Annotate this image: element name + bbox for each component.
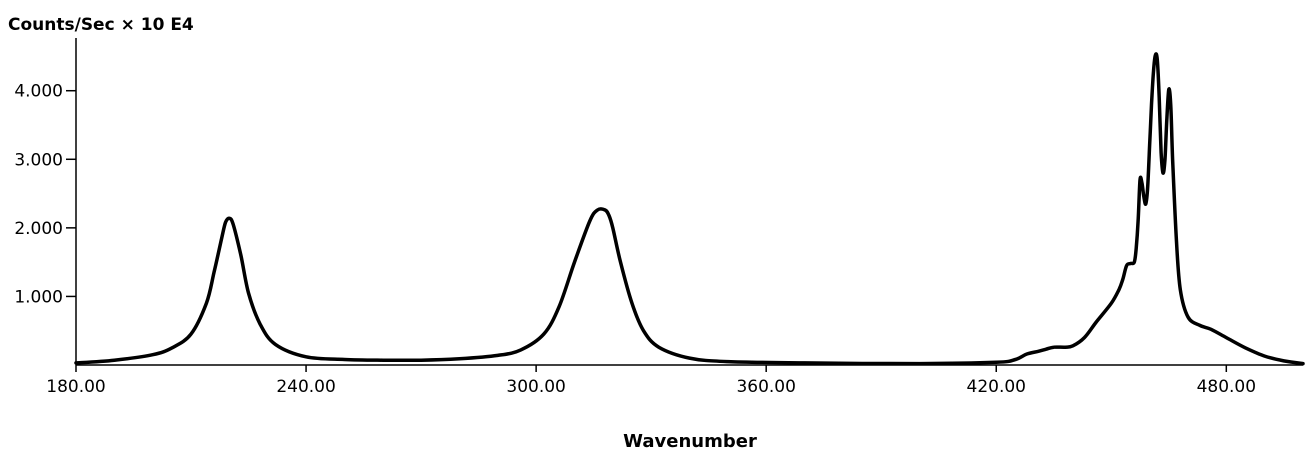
x-tick-label: 480.00 bbox=[1197, 377, 1256, 397]
x-tick-label: 240.00 bbox=[276, 377, 335, 397]
y-tick-label: 2.000 bbox=[14, 219, 63, 239]
x-tick-label: 300.00 bbox=[506, 377, 565, 397]
axes: 1.000 2.000 3.000 4.000 180.00 240.00 300.00 36… bbox=[14, 38, 1303, 397]
x-tick-label: 360.00 bbox=[736, 377, 795, 397]
x-tick-label: 180.00 bbox=[46, 377, 105, 397]
x-axis-label: Wavenumber bbox=[623, 431, 757, 452]
x-tick-label: 420.00 bbox=[967, 377, 1026, 397]
plot-area bbox=[74, 52, 1305, 366]
spectrum-line bbox=[74, 52, 1305, 366]
y-tick-label: 1.000 bbox=[14, 287, 63, 307]
y-tick-label: 3.000 bbox=[14, 150, 63, 170]
y-axis-label: Counts/Sec × 10 E4 bbox=[8, 15, 194, 35]
y-tick-label: 4.000 bbox=[14, 82, 63, 102]
